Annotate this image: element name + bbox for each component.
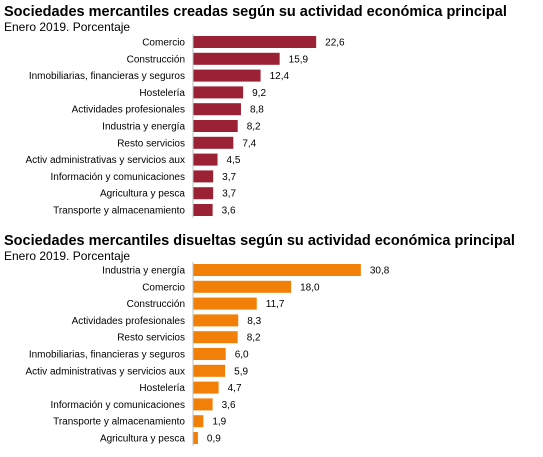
dissolved-bar <box>193 348 226 360</box>
created-bar <box>193 103 241 116</box>
dissolved-value-label: 8,2 <box>247 333 261 344</box>
dissolved-value-label: 5,9 <box>234 366 248 377</box>
created-category-label: Información y comunicaciones <box>50 172 185 183</box>
created-bar <box>193 36 317 48</box>
dissolved-bar <box>193 398 213 411</box>
created-value-label: 12,4 <box>270 71 290 82</box>
created-chart-subtitle: Enero 2019. Porcentaje <box>4 20 131 34</box>
dissolved-category-label: Comercio <box>142 282 185 293</box>
dissolved-chart-title: Sociedades mercantiles disueltas según s… <box>4 233 515 249</box>
created-category-label: Inmobiliarias, financieras y seguros <box>29 71 185 82</box>
created-value-label: 15,9 <box>289 54 309 65</box>
dissolved-bar <box>193 415 204 428</box>
dissolved-category-label: Industria y energía <box>102 266 185 277</box>
created-chart-title: Sociedades mercantiles creadas según su … <box>4 4 507 20</box>
dissolved-category-label: Resto servicios <box>117 333 185 344</box>
dissolved-category-label: Construcción <box>127 299 185 310</box>
created-value-label: 8,8 <box>250 105 264 116</box>
dissolved-value-label: 4,7 <box>228 383 242 394</box>
created-bar <box>193 86 244 99</box>
dissolved-bar <box>193 432 198 444</box>
dissolved-bar <box>193 314 239 327</box>
dissolved-bar <box>193 381 219 394</box>
created-value-label: 8,2 <box>247 122 261 133</box>
created-bar <box>193 52 280 65</box>
dissolved-bar <box>193 297 257 310</box>
dissolved-bar <box>193 264 361 276</box>
dissolved-value-label: 6,0 <box>235 350 249 361</box>
created-bar <box>193 120 238 132</box>
created-category-label: Transporte y almacenamiento <box>53 206 185 217</box>
dissolved-category-label: Transporte y almacenamiento <box>53 417 185 428</box>
created-value-label: 9,2 <box>252 88 266 99</box>
created-bar-chart: Comercio 22,6 Construcción 15,9 Inmobiliaria… <box>26 34 345 218</box>
created-value-label: 4,5 <box>227 155 241 166</box>
created-bar <box>193 136 234 149</box>
dissolved-value-label: 0,9 <box>207 434 221 445</box>
dissolved-category-label: Hostelería <box>139 383 185 394</box>
created-category-label: Comercio <box>142 38 185 49</box>
dissolved-value-label: 3,6 <box>222 400 236 411</box>
dissolved-value-label: 30,8 <box>370 266 390 277</box>
created-category-label: Resto servicios <box>117 138 185 149</box>
dissolved-chart-subtitle: Enero 2019. Porcentaje <box>4 249 131 263</box>
created-category-label: Industria y energía <box>102 122 185 133</box>
dissolved-category-label: Inmobiliarias, financieras y seguros <box>29 350 185 361</box>
dissolved-category-label: Actividades profesionales <box>72 316 185 327</box>
created-value-label: 3,7 <box>222 172 236 183</box>
dissolved-value-label: 11,7 <box>266 299 285 310</box>
dissolved-bar <box>193 280 292 293</box>
created-category-label: Hostelería <box>139 88 185 99</box>
dissolved-category-label: Agricultura y pesca <box>100 434 185 445</box>
dissolved-value-label: 1,9 <box>212 417 226 428</box>
dissolved-bar-chart: Industria y energía 30,8 Comercio 18,0 Const… <box>26 262 390 446</box>
created-bar <box>193 153 218 166</box>
created-value-label: 22,6 <box>325 38 345 49</box>
dissolved-bar <box>193 331 238 344</box>
created-category-label: Activ administrativas y servicios aux <box>26 155 186 166</box>
created-value-label: 7,4 <box>242 138 256 149</box>
dissolved-value-label: 8,3 <box>247 316 261 327</box>
created-category-label: Agricultura y pesca <box>100 189 185 200</box>
created-value-label: 3,6 <box>222 206 236 217</box>
dissolved-bar <box>193 364 226 377</box>
created-category-label: Actividades profesionales <box>72 105 185 116</box>
dissolved-category-label: Activ administrativas y servicios aux <box>26 366 186 377</box>
dissolved-category-label: Información y comunicaciones <box>50 400 185 411</box>
created-bar <box>193 204 213 216</box>
created-category-label: Construcción <box>127 54 185 65</box>
created-bar <box>193 69 261 82</box>
created-bar <box>193 170 214 183</box>
dissolved-value-label: 18,0 <box>300 282 320 293</box>
created-bar <box>193 187 214 200</box>
created-value-label: 3,7 <box>222 189 236 200</box>
